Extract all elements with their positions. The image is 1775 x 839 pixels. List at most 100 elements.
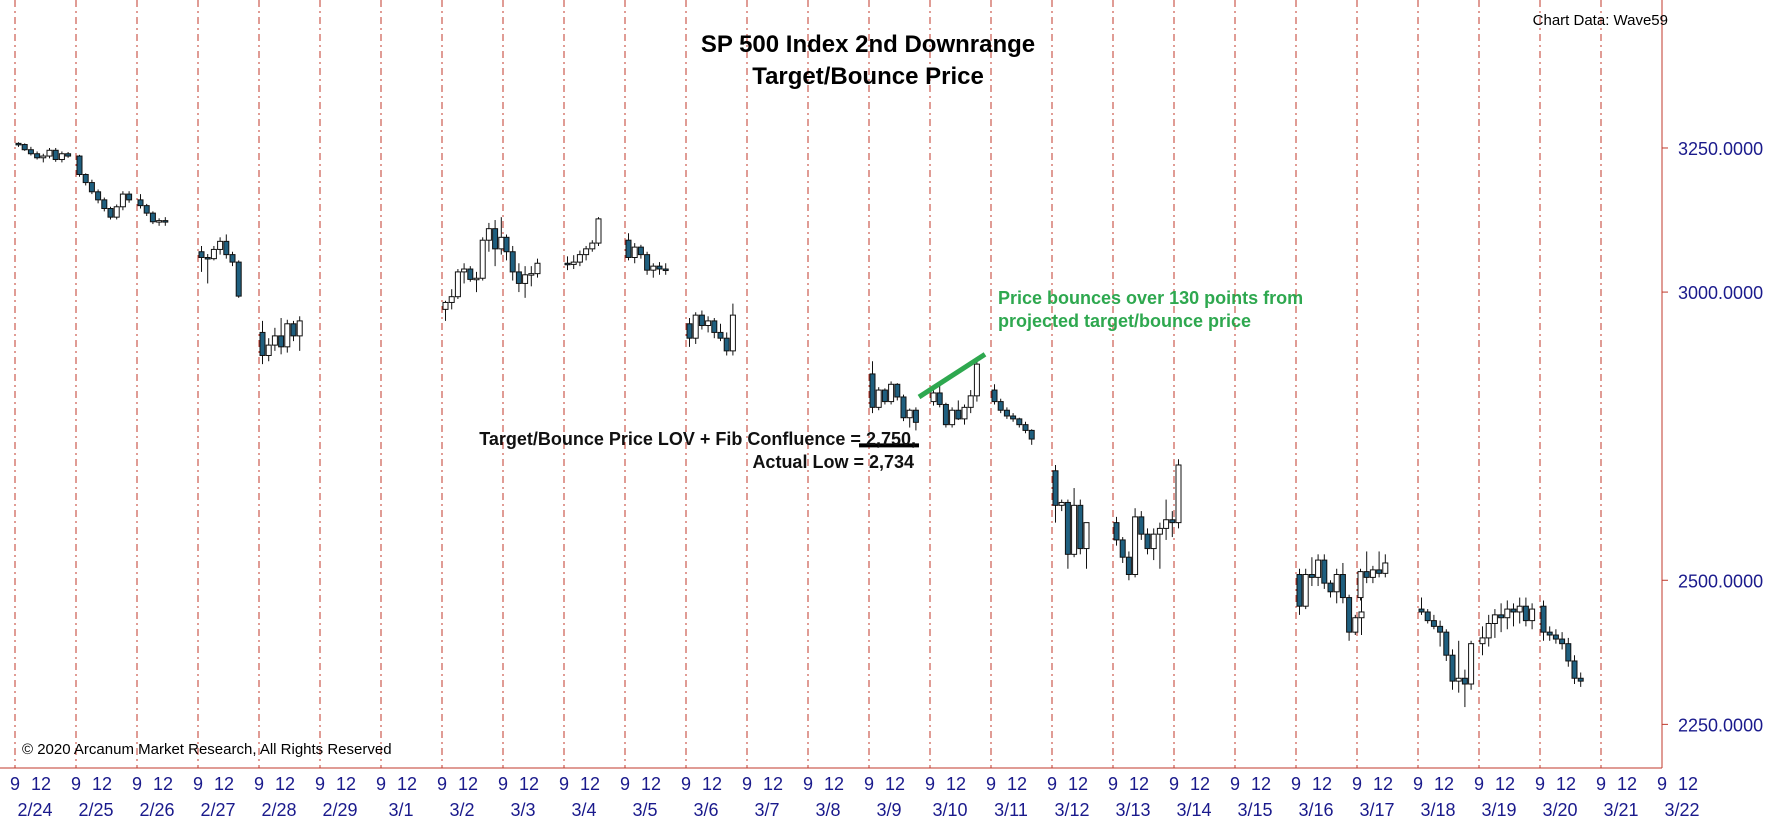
candle-down [509, 251, 516, 273]
candle-down [467, 268, 474, 280]
candle-down [82, 173, 89, 184]
candle-up [949, 409, 956, 426]
candle-down [1510, 608, 1517, 613]
candle-up [1516, 605, 1523, 613]
candle-down [656, 265, 663, 270]
candle-down [198, 251, 205, 258]
candle-up [576, 254, 583, 263]
candle-up [583, 248, 590, 256]
x-tick-date-label: 3/2 [449, 800, 474, 820]
candle-down [1565, 643, 1572, 662]
bounce-line [917, 352, 987, 400]
x-tick-hour-label: 9 [864, 774, 874, 794]
candle-up [1132, 516, 1139, 576]
x-tick-hour-label: 9 [254, 774, 264, 794]
x-tick-date-label: 3/17 [1359, 800, 1394, 820]
candle-down [95, 191, 102, 201]
grid-layer [14, 0, 1663, 768]
candle-up [650, 265, 657, 271]
candle-down [698, 314, 705, 327]
x-tick-date-label: 3/21 [1603, 800, 1638, 820]
y-tick-label: 2500.0000 [1678, 571, 1763, 591]
target-annotation-line-2: Actual Low = 2,734 [752, 452, 914, 472]
candle-up [1357, 571, 1364, 599]
candle-down [869, 373, 876, 408]
candle-down [1119, 539, 1126, 558]
candle-down [1144, 533, 1151, 550]
candle-up [1358, 611, 1365, 619]
candle-down [149, 212, 156, 223]
x-tick-hour-label: 12 [1251, 774, 1271, 794]
candle-down [223, 240, 230, 256]
candle-up [888, 383, 895, 403]
candle-down [137, 199, 144, 207]
x-tick-date-label: 3/10 [932, 800, 967, 820]
x-tick-date-label: 3/20 [1542, 800, 1577, 820]
candle-down [1052, 470, 1059, 506]
x-tick-hour-label: 9 [742, 774, 752, 794]
candle-down [1498, 614, 1505, 619]
x-tick-hour-label: 9 [1108, 774, 1118, 794]
candle-up [271, 335, 278, 346]
candle-down [143, 205, 150, 214]
candle-up [1504, 608, 1511, 619]
x-tick-hour-label: 9 [132, 774, 142, 794]
candle-up [1315, 559, 1322, 578]
candle-down [1437, 625, 1444, 633]
x-tick-hour-label: 12 [1495, 774, 1515, 794]
candle-down [1540, 605, 1547, 633]
candle-up [284, 323, 291, 348]
x-tick-hour-label: 12 [1312, 774, 1332, 794]
candle-down [1552, 634, 1559, 640]
x-tick-hour-label: 12 [702, 774, 722, 794]
candle-up [967, 395, 974, 408]
candle-down [1077, 504, 1084, 550]
candle-up [461, 268, 468, 273]
candle-up [1485, 622, 1492, 639]
candle-down [1424, 611, 1431, 622]
x-tick-date-label: 3/4 [571, 800, 596, 820]
candle-down [1522, 605, 1529, 622]
candle-down [1418, 608, 1425, 613]
candle-down [1138, 516, 1145, 535]
x-tick-hour-label: 9 [986, 774, 996, 794]
x-tick-hour-label: 12 [885, 774, 905, 794]
x-tick-hour-label: 9 [315, 774, 325, 794]
x-tick-hour-label: 9 [681, 774, 691, 794]
x-tick-date-label: 3/16 [1298, 800, 1333, 820]
candle-down [686, 323, 693, 339]
x-tick-hour-label: 12 [946, 774, 966, 794]
chart-source: Chart Data: Wave59 [1533, 12, 1668, 29]
candle-down [997, 401, 1004, 411]
candle-up [1491, 614, 1498, 624]
candle-down [259, 331, 266, 356]
candle-up [692, 314, 699, 339]
candle-down [1346, 597, 1353, 633]
candle-up [1083, 522, 1090, 550]
x-tick-hour-label: 9 [193, 774, 203, 794]
x-tick-date-label: 2/25 [78, 800, 113, 820]
candle-up [1529, 608, 1536, 622]
candle-down [1003, 409, 1010, 417]
x-tick-hour-label: 9 [1047, 774, 1057, 794]
x-tick-date-label: 3/5 [632, 800, 657, 820]
candle-up [119, 193, 126, 208]
candle-down [1010, 415, 1017, 420]
candle-up [1333, 574, 1340, 593]
candle-up [522, 274, 529, 284]
x-tick-hour-label: 9 [925, 774, 935, 794]
candle-down [644, 254, 651, 271]
candle-down [229, 254, 236, 263]
candle-up [296, 320, 303, 337]
chart-title-line-2: Target/Bounce Price [752, 63, 984, 90]
candle-down [942, 403, 949, 426]
candle-down [76, 155, 83, 175]
candle-down [1430, 620, 1437, 627]
x-tick-hour-label: 12 [458, 774, 478, 794]
candle-down [564, 262, 571, 266]
x-tick-hour-label: 12 [1678, 774, 1698, 794]
candle-up [448, 296, 455, 303]
x-tick-date-label: 2/24 [17, 800, 52, 820]
x-tick-hour-label: 9 [1169, 774, 1179, 794]
candle-down [15, 142, 22, 146]
